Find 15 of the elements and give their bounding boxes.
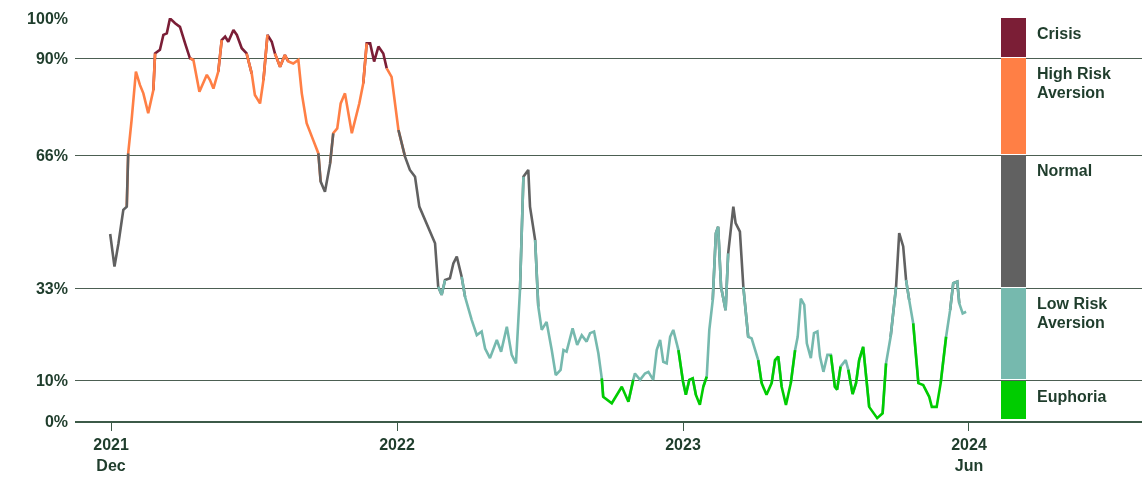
text: Euphoria	[1037, 386, 1107, 406]
y-tick-label: 100%	[27, 9, 68, 27]
x-tick-label: 2023	[665, 435, 701, 453]
x-tick-label: 2021 Dec	[93, 435, 129, 474]
text: Normal	[1037, 161, 1093, 181]
x-tick-label: 2024 Jun	[951, 435, 987, 474]
y-tick-label: 33%	[35, 279, 68, 297]
y-tick-label: 90%	[35, 49, 68, 67]
text: High Risk Aversion	[1037, 64, 1111, 103]
text: Low Risk Aversion	[1037, 294, 1108, 332]
x-tick-label: 2022	[379, 435, 415, 453]
y-tick-label: 10%	[35, 372, 68, 390]
y-tick-label: 0%	[44, 412, 68, 430]
text: Crisis	[1037, 24, 1082, 43]
y-tick-label: 66%	[35, 146, 68, 164]
